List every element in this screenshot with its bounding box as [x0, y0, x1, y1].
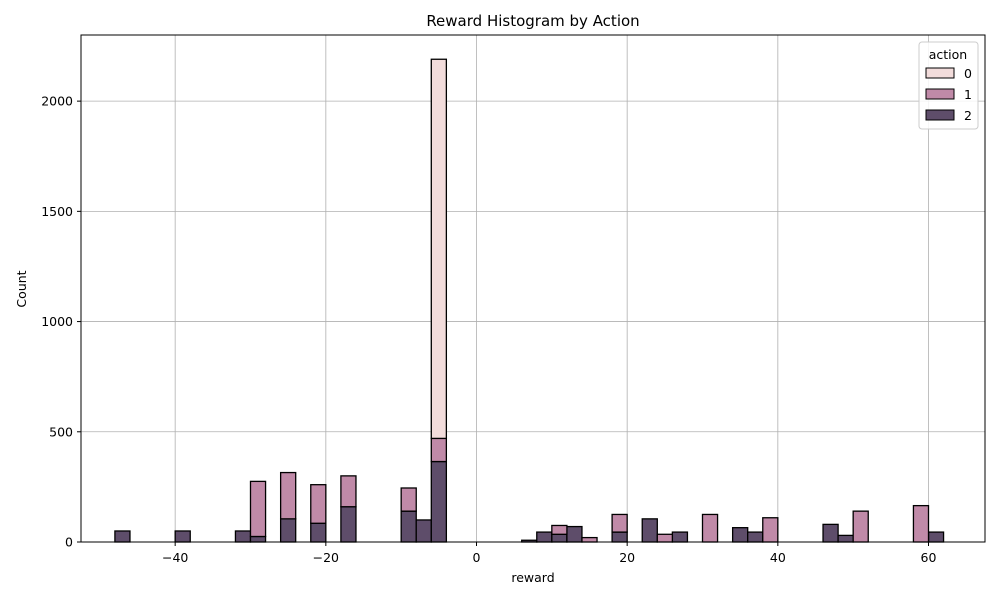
x-tick-label: 40 [770, 550, 786, 565]
legend-label: 0 [964, 66, 972, 81]
bar-action-2 [310, 522, 327, 543]
bar-action-1 [912, 504, 930, 543]
bar-action-2 [566, 525, 583, 543]
bar-action-1 [310, 484, 327, 524]
legend: action 0 1 2 [918, 41, 979, 130]
bar-action-2 [234, 530, 252, 543]
bar-action-2 [114, 530, 131, 543]
bar-action-2 [822, 523, 839, 543]
y-tick-label: 2000 [41, 94, 73, 109]
bar-action-2 [430, 460, 448, 543]
bar-action-2 [551, 533, 568, 543]
legend-box [918, 41, 979, 130]
y-tick-label: 0 [65, 535, 73, 550]
bar-action-2 [611, 531, 628, 543]
bar-action-1 [400, 487, 417, 512]
x-tick-label: −20 [313, 550, 339, 565]
bar-action-2 [927, 531, 945, 543]
bar-action-2 [536, 531, 553, 543]
bar-action-1 [581, 536, 598, 543]
plot-frame [80, 34, 986, 543]
legend-label: 2 [964, 108, 972, 123]
bars [114, 58, 945, 543]
x-tick-label: 0 [473, 550, 481, 565]
bar-action-1 [249, 480, 267, 538]
bar-action-1 [656, 533, 674, 543]
bar-action-1 [340, 475, 357, 508]
bar-action-2 [400, 510, 417, 543]
x-tick-label: 60 [921, 550, 937, 565]
y-tick-label: 1000 [41, 314, 73, 329]
y-axis-label: Count [14, 270, 29, 307]
bar-action-0 [430, 58, 448, 440]
bar-action-2 [174, 530, 191, 543]
x-axis-label: reward [511, 570, 554, 585]
bar-action-2 [249, 535, 267, 543]
y-tick-label: 1500 [41, 204, 73, 219]
bar-action-2 [279, 518, 297, 543]
x-tick-label: −40 [162, 550, 188, 565]
legend-title: action [929, 47, 967, 62]
x-tick-label: 20 [619, 550, 635, 565]
x-axis-ticks: −40 −20 0 20 40 60 [162, 542, 937, 565]
legend-swatch [925, 109, 955, 121]
legend-label: 1 [964, 87, 972, 102]
bar-action-1 [611, 513, 628, 533]
bar-action-2 [671, 531, 689, 543]
bar-action-1 [551, 524, 568, 535]
bar-action-1 [279, 471, 297, 520]
bar-action-1 [430, 437, 448, 463]
bar-action-2 [731, 527, 749, 543]
bar-action-2 [415, 519, 432, 543]
grid-lines [81, 35, 985, 543]
y-axis-ticks: 0 500 1000 1500 2000 [41, 94, 81, 550]
legend-swatch [925, 88, 955, 100]
bar-action-1 [701, 513, 719, 543]
bar-action-2 [340, 506, 357, 543]
y-tick-label: 500 [49, 424, 73, 439]
bar-action-2 [641, 518, 658, 543]
bar-action-2 [837, 534, 854, 543]
legend-swatch [925, 67, 955, 79]
bar-action-1 [762, 517, 779, 543]
chart-title: Reward Histogram by Action [426, 12, 639, 30]
bar-action-2 [747, 531, 764, 543]
bar-action-1 [852, 510, 869, 543]
